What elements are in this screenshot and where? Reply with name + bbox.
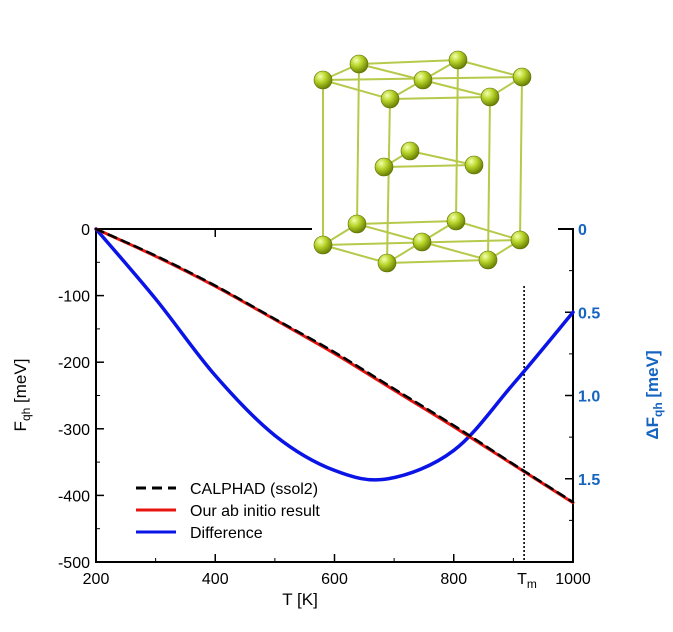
melting-point-label: Tm (517, 571, 537, 591)
x-tick-label-2: 600 (321, 571, 348, 588)
crystal-atom-6 (413, 70, 433, 90)
crystal-atom-7 (400, 141, 420, 161)
crystal-bond-14 (487, 96, 491, 261)
crystal-bond-16 (322, 244, 388, 264)
x-tick-label-4: 1000 (555, 571, 591, 588)
y-tick-label-3: -300 (58, 422, 90, 439)
crystal-bond-3 (358, 59, 459, 65)
legend-label-ab-initio: Our ab initio result (190, 503, 320, 520)
crystal-bond-13 (386, 259, 489, 264)
y2-tick-label-0: 0 (578, 222, 587, 239)
y-tick-label-2: -200 (58, 355, 90, 372)
crystal-bond-15 (322, 79, 391, 100)
crystal-atom-12 (446, 211, 466, 231)
x-tick-label-1: 400 (202, 571, 229, 588)
crystal-atom-10 (313, 235, 333, 255)
legend-label-calphad: CALPHAD (ssol2) (190, 481, 318, 498)
crystal-atom-1 (349, 54, 369, 74)
series-line-1 (94, 227, 575, 505)
y-axis-title: Fqh [meV] (11, 359, 33, 432)
crystal-atom-2 (448, 50, 468, 70)
y2-tick-label-3: 1.5 (578, 472, 600, 489)
crystal-atom-9 (374, 157, 394, 177)
melting-point-symbol: T (517, 571, 527, 588)
series-line-2 (94, 227, 575, 482)
crystal-bond-12 (389, 96, 491, 100)
legend: CALPHAD (ssol2) Our ab initio result Dif… (136, 481, 320, 542)
y-tick-label-4: -400 (58, 488, 90, 505)
crystal-atom-14 (478, 250, 498, 270)
y-tick-label-1: -100 (58, 289, 90, 306)
crystal-bond-4 (356, 220, 457, 225)
melting-point-sub: m (527, 577, 537, 591)
crystal-atom-0 (313, 70, 333, 90)
y2-tick-label-2: 1.0 (578, 389, 600, 406)
tick-labels: 200 400 600 800 1000 0 -100 -200 -300 -400 -500 0 0.… (58, 222, 600, 588)
y-axis-label: F (11, 421, 30, 431)
crystal-bond-17 (386, 98, 391, 264)
crystal-bond-6 (457, 59, 523, 78)
y2-axis-label-sub: qh (651, 402, 665, 417)
crystal-atom-8 (464, 155, 484, 175)
y2-axis-title: ΔFqh [meV] (643, 350, 665, 439)
crystal-bond-8 (455, 59, 459, 222)
y2-axis-label: ΔF (643, 417, 662, 440)
y-axis-label-unit: [meV] (11, 359, 30, 408)
y-tick-label-5: -500 (58, 555, 90, 572)
x-axis-title: T [K] (282, 590, 318, 609)
crystal-bond-11 (519, 76, 523, 241)
crystal-atom-5 (380, 89, 400, 109)
y-axis-label-sub: qh (19, 408, 33, 421)
crystal-atom-13 (510, 230, 530, 250)
crystal-atom-11 (347, 214, 367, 234)
y2-tick-label-1: 0.5 (578, 305, 600, 322)
y-tick-label-0: 0 (81, 222, 90, 239)
axis-ticks (95, 228, 574, 563)
x-tick-label-0: 200 (83, 571, 110, 588)
crystal-atom-4 (480, 87, 500, 107)
x-axis-label: T [K] (282, 590, 318, 609)
crystal-bond-24 (409, 150, 475, 166)
y2-axis-label-unit: [meV] (643, 350, 662, 402)
legend-label-difference: Difference (190, 525, 263, 542)
crystal-atom-15 (377, 253, 397, 273)
hcp-crystal-illustration (312, 40, 558, 273)
series-lines (94, 227, 575, 505)
series-line-0 (94, 227, 575, 504)
crystal-bond-25 (383, 164, 475, 168)
crystal-atom-3 (512, 67, 532, 87)
x-tick-label-3: 800 (440, 571, 467, 588)
crystal-atom-16 (412, 232, 432, 252)
